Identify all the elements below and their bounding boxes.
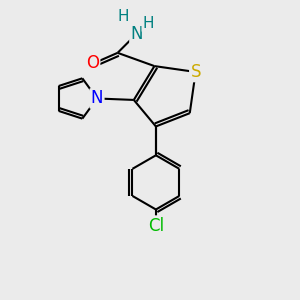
Text: H: H: [143, 16, 154, 31]
Text: N: N: [130, 25, 143, 43]
Text: O: O: [86, 54, 99, 72]
Text: S: S: [190, 63, 201, 81]
Text: N: N: [91, 89, 103, 107]
Text: H: H: [118, 8, 129, 23]
Text: Cl: Cl: [148, 217, 164, 235]
